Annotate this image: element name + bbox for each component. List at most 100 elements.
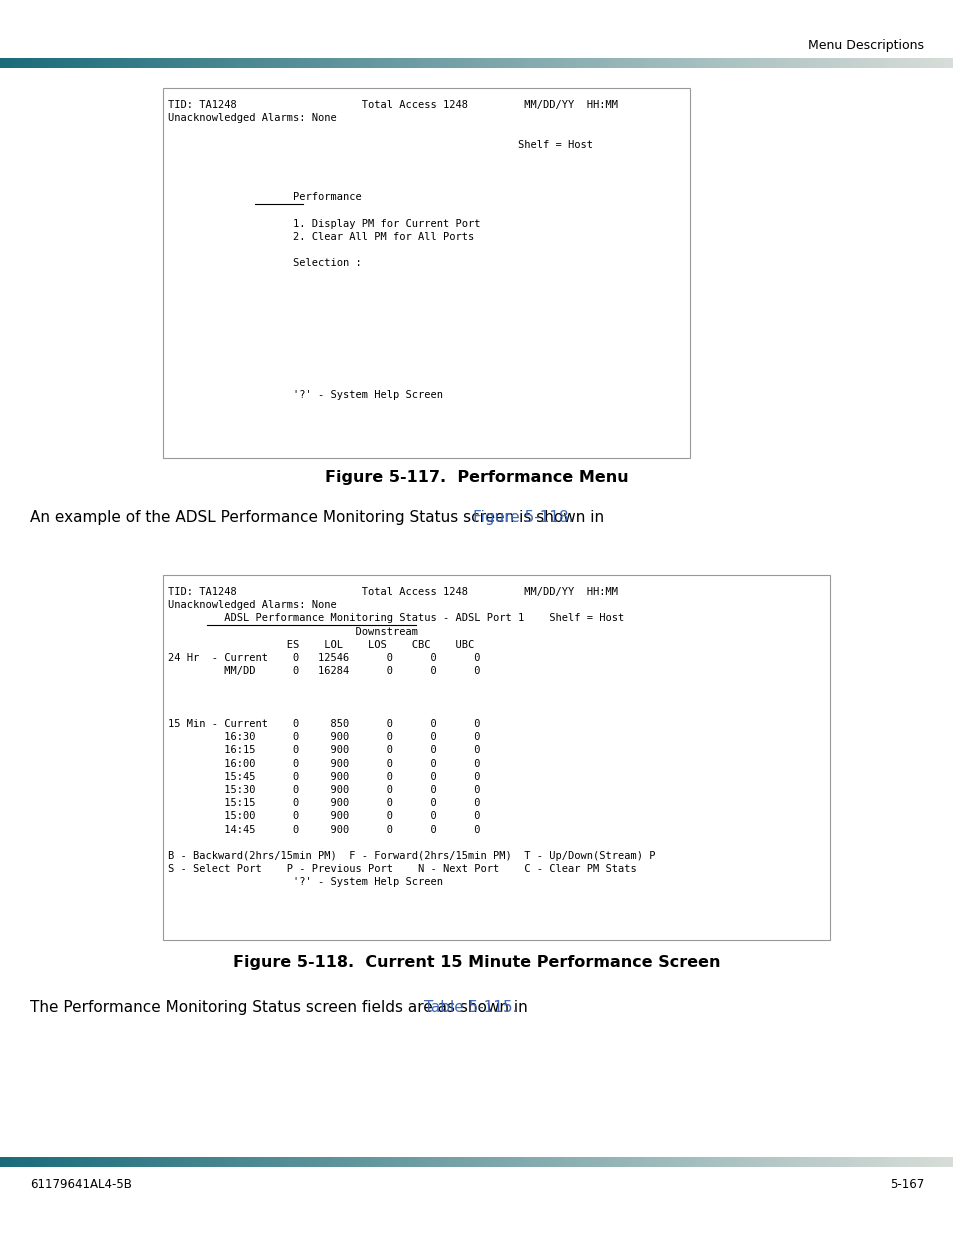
Bar bbox=[899, 1157, 902, 1167]
Bar bbox=[489, 1157, 493, 1167]
Bar bbox=[641, 58, 645, 68]
Bar bbox=[803, 58, 807, 68]
Bar bbox=[908, 58, 912, 68]
Bar bbox=[527, 58, 531, 68]
Bar bbox=[794, 1157, 798, 1167]
Bar bbox=[346, 1157, 350, 1167]
Bar bbox=[832, 1157, 836, 1167]
Bar bbox=[331, 58, 335, 68]
Bar bbox=[400, 58, 404, 68]
Bar bbox=[336, 58, 340, 68]
Bar bbox=[133, 1157, 137, 1167]
Bar bbox=[413, 1157, 416, 1167]
Bar bbox=[880, 58, 883, 68]
Text: ES    LOL    LOS    CBC    UBC: ES LOL LOS CBC UBC bbox=[168, 640, 474, 650]
Bar bbox=[578, 1157, 582, 1167]
Bar bbox=[283, 1157, 287, 1167]
Bar bbox=[886, 58, 890, 68]
Bar bbox=[775, 1157, 779, 1167]
Bar bbox=[517, 58, 521, 68]
Bar bbox=[89, 58, 92, 68]
Bar bbox=[150, 1157, 153, 1167]
Bar bbox=[117, 58, 121, 68]
Bar bbox=[445, 58, 449, 68]
Bar bbox=[483, 1157, 487, 1167]
Bar bbox=[51, 1157, 54, 1167]
Bar bbox=[664, 1157, 668, 1167]
Bar bbox=[791, 1157, 795, 1167]
Bar bbox=[486, 58, 490, 68]
Bar bbox=[550, 58, 554, 68]
Bar bbox=[0, 58, 4, 68]
Bar bbox=[216, 1157, 220, 1167]
Bar bbox=[632, 58, 636, 68]
Bar bbox=[136, 1157, 140, 1167]
Bar bbox=[489, 58, 493, 68]
Bar bbox=[655, 1157, 659, 1167]
Text: 5-167: 5-167 bbox=[889, 1178, 923, 1192]
Bar bbox=[941, 1157, 944, 1167]
Bar bbox=[327, 1157, 331, 1167]
Bar bbox=[902, 58, 906, 68]
Bar bbox=[343, 1157, 347, 1167]
Bar bbox=[760, 58, 763, 68]
Bar bbox=[750, 58, 754, 68]
Bar bbox=[136, 58, 140, 68]
Bar bbox=[740, 1157, 744, 1167]
Bar bbox=[798, 1157, 801, 1167]
Bar bbox=[712, 58, 716, 68]
Bar bbox=[591, 58, 595, 68]
Bar bbox=[146, 1157, 150, 1167]
Bar bbox=[603, 58, 607, 68]
Bar bbox=[658, 58, 661, 68]
Bar bbox=[746, 58, 750, 68]
Bar bbox=[426, 58, 430, 68]
Bar bbox=[10, 58, 13, 68]
Bar bbox=[546, 1157, 550, 1167]
Bar bbox=[289, 58, 293, 68]
Bar bbox=[105, 1157, 109, 1167]
Bar bbox=[531, 1157, 535, 1167]
Bar bbox=[92, 1157, 96, 1167]
Bar bbox=[92, 58, 96, 68]
Bar bbox=[203, 58, 207, 68]
Bar bbox=[803, 1157, 807, 1167]
Bar bbox=[464, 58, 468, 68]
Bar bbox=[588, 58, 592, 68]
Bar bbox=[708, 58, 712, 68]
Bar bbox=[45, 1157, 49, 1167]
Bar bbox=[441, 58, 445, 68]
Bar bbox=[937, 1157, 941, 1167]
Bar bbox=[927, 58, 931, 68]
Bar bbox=[626, 58, 630, 68]
Bar bbox=[213, 1157, 216, 1167]
Bar bbox=[896, 58, 900, 68]
Bar bbox=[899, 58, 902, 68]
Bar bbox=[57, 1157, 61, 1167]
Bar bbox=[813, 1157, 817, 1167]
Bar bbox=[353, 58, 356, 68]
Bar bbox=[394, 1157, 397, 1167]
Bar bbox=[359, 1157, 363, 1167]
Bar bbox=[10, 1157, 13, 1167]
Bar bbox=[174, 1157, 178, 1167]
Bar bbox=[7, 1157, 10, 1167]
Bar bbox=[293, 1157, 296, 1167]
Bar bbox=[476, 1157, 480, 1167]
Bar bbox=[334, 1157, 337, 1167]
Bar bbox=[448, 58, 452, 68]
Bar bbox=[108, 1157, 112, 1167]
Bar bbox=[693, 1157, 697, 1167]
Bar bbox=[426, 1157, 430, 1167]
Bar bbox=[617, 58, 620, 68]
Bar bbox=[98, 58, 102, 68]
Bar bbox=[270, 58, 274, 68]
Bar bbox=[658, 1157, 661, 1167]
Bar bbox=[121, 1157, 125, 1167]
Bar bbox=[169, 1157, 172, 1167]
Bar bbox=[737, 1157, 740, 1167]
Bar bbox=[648, 1157, 652, 1167]
Bar bbox=[617, 1157, 620, 1167]
Bar bbox=[880, 1157, 883, 1167]
Bar bbox=[131, 1157, 134, 1167]
